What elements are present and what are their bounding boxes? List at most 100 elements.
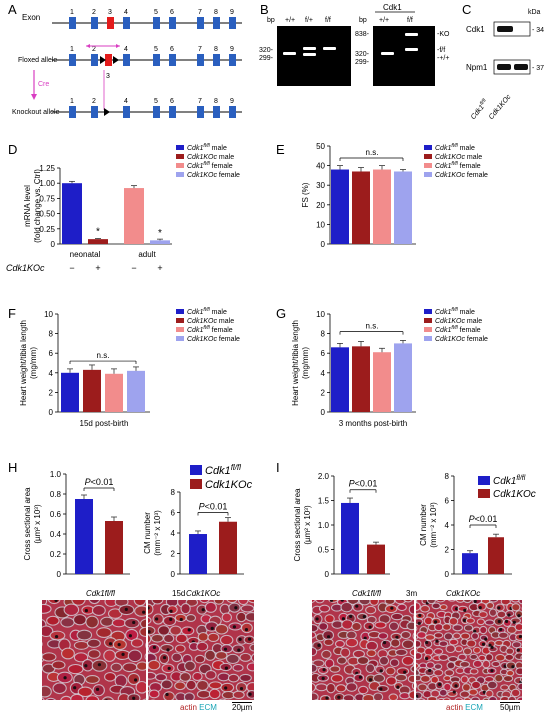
cardiomyocyte xyxy=(130,638,144,648)
cardiomyocyte xyxy=(96,627,112,638)
nucleus xyxy=(337,695,341,699)
cardiomyocyte xyxy=(459,690,471,699)
nucleus xyxy=(117,643,121,647)
exon-box xyxy=(153,106,160,118)
cardiomyocyte xyxy=(52,682,67,695)
cardiomyocyte xyxy=(73,614,87,626)
cardiomyocyte xyxy=(205,669,217,680)
nucleus xyxy=(247,637,252,641)
cardiomyocyte xyxy=(46,615,60,626)
panel-label-b: B xyxy=(260,2,269,17)
cardiomyocyte xyxy=(315,600,325,604)
bar xyxy=(150,240,170,244)
band-label: -f/f xyxy=(437,47,445,54)
cardiomyocyte xyxy=(122,662,138,673)
cardiomyocyte xyxy=(162,615,177,627)
cardiomyocyte xyxy=(133,600,146,607)
bar xyxy=(105,521,123,574)
cardiomyocyte xyxy=(124,617,140,629)
cardiomyocyte xyxy=(452,624,463,632)
cardiomyocyte xyxy=(148,616,152,625)
nucleus xyxy=(473,629,477,633)
blot-size-label: - 34 xyxy=(532,27,544,34)
cardiomyocyte xyxy=(42,603,52,614)
nucleus xyxy=(504,619,509,624)
cardiomyocyte xyxy=(401,639,414,650)
nucleus xyxy=(358,675,363,679)
y-tick-label: 4 xyxy=(171,529,176,538)
nucleus xyxy=(518,634,522,639)
cardiomyocyte xyxy=(61,647,75,660)
genotype-mark: − xyxy=(131,263,136,273)
cardiomyocyte xyxy=(312,663,318,673)
cardiomyocyte xyxy=(476,618,486,626)
cardiomyocyte xyxy=(394,673,408,682)
y-tick-label: 8 xyxy=(321,330,326,339)
exon-box xyxy=(197,54,204,66)
nucleus xyxy=(325,696,329,700)
cardiomyocyte xyxy=(416,662,420,670)
y-tick-label: 0.6 xyxy=(50,510,62,519)
marker-label: 320- xyxy=(259,47,274,54)
cardiomyocyte xyxy=(240,622,253,634)
panel-label-f: F xyxy=(8,306,16,321)
loxp-icon xyxy=(113,56,119,64)
legend-entry: Cdk1fl/fl female xyxy=(187,161,233,170)
legend-swatch xyxy=(424,154,432,159)
lane-label: +/+ xyxy=(285,17,295,24)
cardiomyocyte xyxy=(410,665,414,673)
y-tick-label: 2 xyxy=(171,550,176,559)
y-tick-label: 4 xyxy=(49,369,54,378)
cardiomyocyte xyxy=(150,633,164,643)
bar xyxy=(394,171,412,244)
nucleus xyxy=(362,615,366,619)
nucleus xyxy=(315,617,319,621)
cardiomyocyte xyxy=(353,673,365,683)
cardiomyocyte xyxy=(476,602,487,611)
cardiomyocyte xyxy=(444,669,455,677)
nucleus xyxy=(473,600,477,604)
nucleus xyxy=(478,606,482,610)
blot-size-label: - 37 xyxy=(532,65,544,72)
cardiomyocyte xyxy=(232,663,244,672)
cardiomyocyte xyxy=(416,626,418,632)
nucleus xyxy=(238,637,242,641)
nucleus xyxy=(497,619,501,624)
cardiomyocyte xyxy=(77,686,93,698)
mic-h-mid-label: 15d xyxy=(172,589,186,598)
cardiomyocyte xyxy=(139,626,146,638)
nucleus xyxy=(326,635,331,639)
band xyxy=(405,48,418,51)
legend-swatch xyxy=(478,489,490,498)
allele-diagram: Exon 1 2 3 4 5 6 7 8 9 Floxed allele 1 2 3 4 5 6 7 8 9 Cre Kn… xyxy=(12,9,242,118)
y-tick-label: 0 xyxy=(57,570,62,579)
cardiomyocyte xyxy=(312,623,319,633)
y-tick-label: 1.5 xyxy=(318,497,330,506)
nucleus xyxy=(499,627,503,632)
cardiomyocyte xyxy=(319,694,331,700)
y-tick-label: 0 xyxy=(49,408,54,417)
nucleus xyxy=(132,620,136,625)
cardiomyocyte xyxy=(495,653,506,662)
legend-swatch xyxy=(176,336,184,341)
cardiomyocyte xyxy=(484,619,495,626)
cardiomyocyte xyxy=(232,690,245,700)
exon-box xyxy=(197,106,204,118)
nucleus xyxy=(108,642,113,646)
cardiomyocyte xyxy=(395,648,408,657)
cardiomyocyte xyxy=(180,602,191,615)
cardiomyocyte xyxy=(181,626,195,636)
significance-label: P<0.01 xyxy=(85,477,114,487)
cardiomyocyte xyxy=(315,683,328,692)
cardiomyocyte xyxy=(488,600,499,603)
cardiomyocyte xyxy=(443,675,452,682)
nucleus xyxy=(507,613,511,617)
cardiomyocyte xyxy=(160,679,173,690)
mic-h-scale: 20µm xyxy=(232,702,253,712)
nucleus xyxy=(463,608,467,612)
cardiomyocyte xyxy=(388,693,399,700)
legend-swatch xyxy=(176,172,184,177)
cardiomyocyte xyxy=(330,673,344,683)
exon-box xyxy=(153,17,160,29)
significance-label: P<0.01 xyxy=(349,479,378,489)
